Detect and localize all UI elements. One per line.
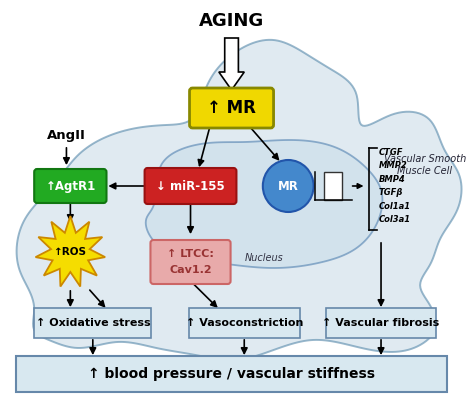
FancyBboxPatch shape: [16, 356, 447, 392]
Text: ↑ LTCC:: ↑ LTCC:: [167, 249, 214, 259]
Polygon shape: [17, 40, 462, 360]
Text: Vascular Smooth
Muscle Cell: Vascular Smooth Muscle Cell: [384, 154, 466, 176]
Text: ↑ MR: ↑ MR: [207, 99, 256, 117]
FancyBboxPatch shape: [190, 88, 273, 128]
Text: ↑ Vasoconstriction: ↑ Vasoconstriction: [185, 318, 303, 328]
FancyBboxPatch shape: [34, 169, 107, 203]
Circle shape: [263, 160, 314, 212]
Text: Col3a1: Col3a1: [379, 215, 411, 224]
FancyArrow shape: [219, 38, 244, 90]
Text: MMP2: MMP2: [379, 161, 408, 170]
Text: ↑AgtR1: ↑AgtR1: [45, 179, 95, 192]
Text: CTGF: CTGF: [379, 147, 403, 156]
Polygon shape: [36, 216, 105, 286]
Text: MR: MR: [278, 179, 299, 192]
Text: ↓ miR-155: ↓ miR-155: [156, 179, 225, 192]
FancyBboxPatch shape: [324, 172, 342, 200]
Text: ↑ blood pressure / vascular stiffness: ↑ blood pressure / vascular stiffness: [88, 367, 375, 381]
Text: BMP4: BMP4: [379, 175, 406, 184]
FancyBboxPatch shape: [145, 168, 237, 204]
FancyBboxPatch shape: [150, 240, 230, 284]
FancyBboxPatch shape: [326, 308, 436, 338]
FancyBboxPatch shape: [189, 308, 300, 338]
Polygon shape: [146, 140, 383, 268]
Text: AGING: AGING: [199, 12, 264, 30]
Text: ↑ROS: ↑ROS: [54, 247, 87, 257]
Text: TGFβ: TGFβ: [379, 188, 403, 197]
FancyBboxPatch shape: [34, 308, 151, 338]
Text: Col1a1: Col1a1: [379, 201, 411, 211]
Text: AngII: AngII: [47, 128, 86, 141]
Text: ↑ Vascular fibrosis: ↑ Vascular fibrosis: [322, 318, 440, 328]
Text: Nucleus: Nucleus: [245, 253, 283, 263]
Text: Cav1.2: Cav1.2: [169, 265, 212, 275]
Text: ↑ Oxidative stress: ↑ Oxidative stress: [36, 318, 150, 328]
